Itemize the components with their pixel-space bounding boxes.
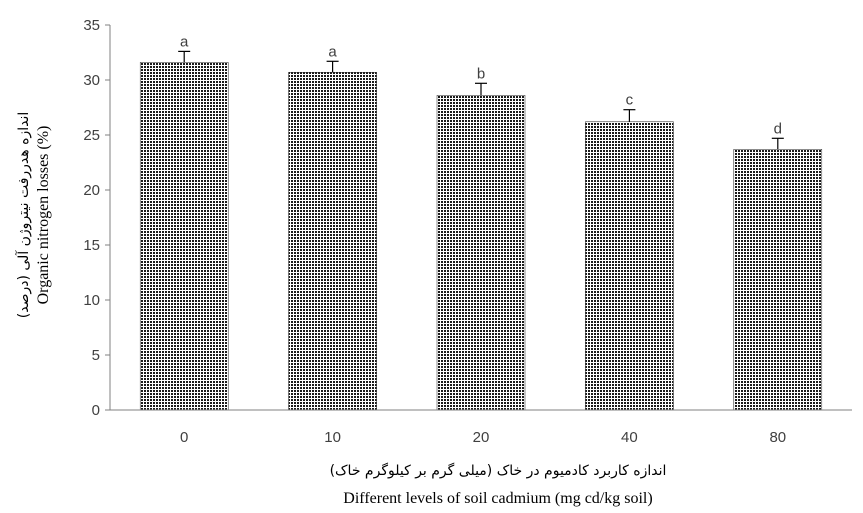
significance-letters: a a b c d bbox=[180, 33, 782, 137]
y-tick-label: 35 bbox=[83, 17, 100, 34]
y-tick-label: 25 bbox=[83, 127, 100, 144]
y-tick-label: 30 bbox=[83, 72, 100, 89]
x-tick-label: 40 bbox=[621, 429, 638, 446]
y-axis-title: Organic nitrogen losses (%) bbox=[35, 126, 52, 305]
x-axis-title-persian: اندازه کاربرد کادمیوم در خاک (میلی گرم ب… bbox=[330, 462, 667, 479]
x-tick-label: 10 bbox=[324, 429, 341, 446]
error-bars bbox=[178, 50, 784, 150]
significance-letter: a bbox=[328, 43, 337, 60]
significance-letter: c bbox=[626, 92, 634, 109]
y-tick-label: 10 bbox=[83, 292, 100, 309]
significance-letter: b bbox=[477, 65, 485, 82]
y-tick-label: 0 bbox=[92, 402, 100, 419]
y-axis: 0 5 10 15 20 25 30 35 bbox=[83, 17, 111, 419]
significance-letter: a bbox=[180, 33, 189, 50]
significance-letter: d bbox=[774, 120, 782, 137]
y-tick-label: 5 bbox=[92, 347, 100, 364]
x-tick-label: 80 bbox=[769, 429, 786, 446]
bar bbox=[585, 121, 674, 411]
y-axis-title-persian: اندازه هدررفت نیتروژن آلی (درصد) bbox=[15, 112, 32, 318]
x-axis: 0 10 20 40 80 bbox=[110, 409, 852, 446]
bar bbox=[733, 149, 823, 411]
x-axis-title: Different levels of soil cadmium (mg cd/… bbox=[343, 490, 652, 507]
y-tick-label: 20 bbox=[83, 182, 100, 199]
bar bbox=[139, 62, 229, 411]
x-tick-label: 0 bbox=[180, 429, 188, 446]
x-tick-label: 20 bbox=[473, 429, 490, 446]
y-tick-label: 15 bbox=[83, 237, 100, 254]
bar bbox=[288, 72, 377, 411]
bar bbox=[436, 95, 526, 411]
bar-series bbox=[139, 62, 823, 411]
